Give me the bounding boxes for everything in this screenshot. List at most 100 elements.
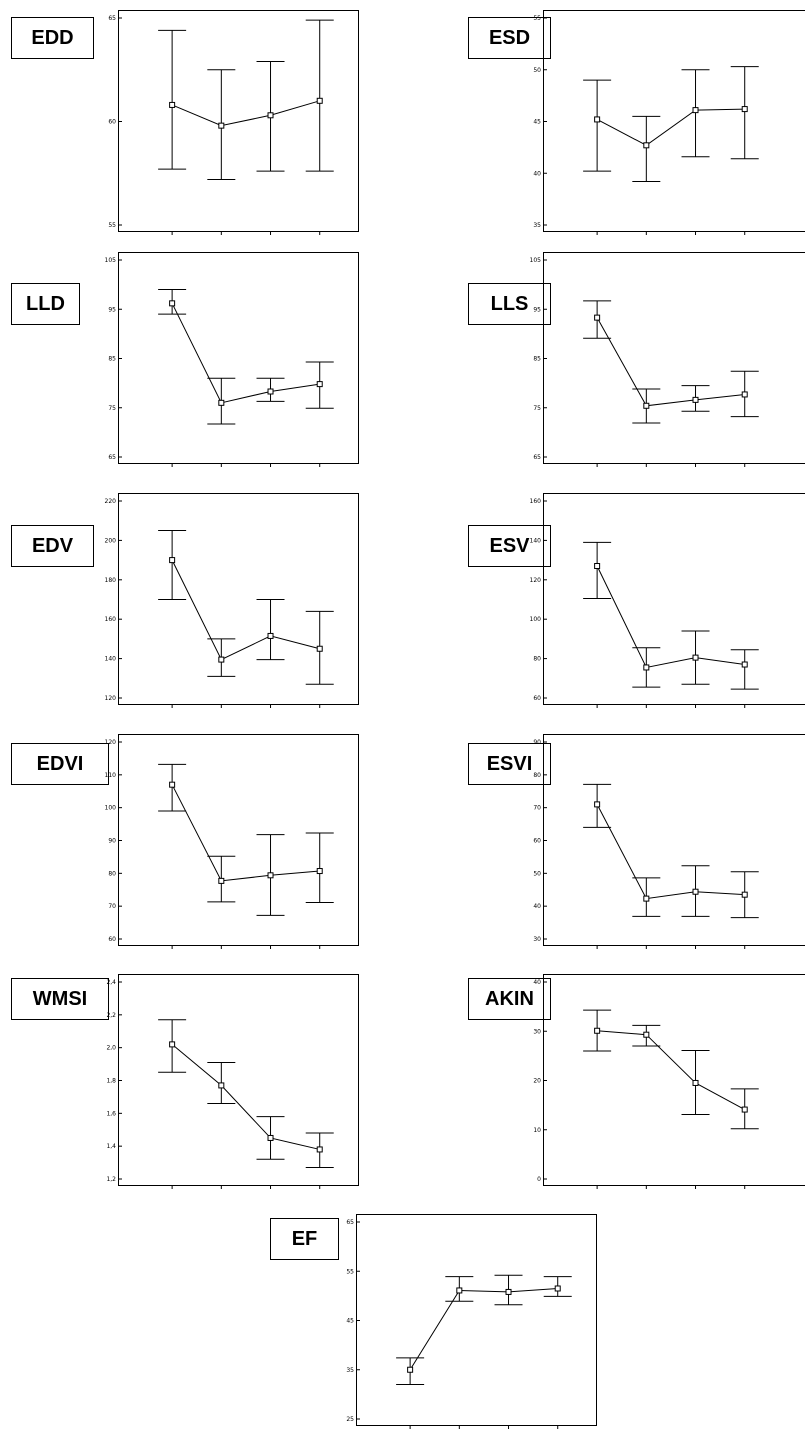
y-tick-label: 35 — [533, 222, 541, 229]
y-tick-label: 2,2 — [106, 1012, 116, 1019]
y-tick-label: 105 — [530, 257, 542, 264]
plot-frame — [544, 253, 805, 464]
plot-frame — [119, 735, 359, 946]
data-point — [595, 564, 600, 569]
y-tick-label: 120 — [105, 695, 117, 702]
y-tick-label: 50 — [533, 870, 541, 877]
y-tick-label: 90 — [108, 838, 116, 845]
y-tick-label: 1,4 — [106, 1143, 116, 1150]
data-point — [644, 665, 649, 670]
y-tick-label: 1,8 — [106, 1078, 116, 1085]
series-line — [172, 101, 320, 126]
y-tick-label: 75 — [108, 405, 116, 412]
y-tick-label: 120 — [530, 577, 542, 584]
y-tick-label: 80 — [533, 656, 541, 663]
y-tick-label: 100 — [530, 616, 542, 623]
data-point — [219, 400, 224, 405]
y-tick-label: 75 — [533, 405, 541, 412]
data-point — [457, 1288, 462, 1293]
data-point — [408, 1367, 413, 1372]
y-tick-label: 105 — [105, 257, 117, 264]
series-line — [172, 785, 320, 881]
y-tick-label: 180 — [105, 577, 117, 584]
data-point — [555, 1286, 560, 1291]
data-point — [170, 301, 175, 306]
error-bar — [158, 30, 186, 169]
edv-label: EDV — [11, 525, 94, 567]
y-tick-label: 90 — [533, 739, 541, 746]
error-bar — [583, 542, 611, 598]
y-tick-label: 80 — [533, 772, 541, 779]
y-tick-label: 160 — [105, 616, 117, 623]
y-tick-label: 60 — [533, 838, 541, 845]
error-bar — [158, 531, 186, 600]
error-bar — [731, 67, 759, 159]
data-point — [219, 657, 224, 662]
data-point — [317, 646, 322, 651]
data-point — [742, 107, 747, 112]
data-point — [595, 315, 600, 320]
error-bar — [682, 70, 710, 157]
y-tick-label: 140 — [530, 537, 542, 544]
data-point — [644, 896, 649, 901]
y-tick-label: 60 — [533, 695, 541, 702]
plot-frame — [544, 735, 805, 946]
data-point — [742, 892, 747, 897]
data-point — [742, 1107, 747, 1112]
plot-frame — [544, 494, 805, 705]
data-point — [170, 1042, 175, 1047]
data-point — [268, 1135, 273, 1140]
y-tick-label: 120 — [105, 739, 117, 746]
data-point — [644, 1032, 649, 1037]
plot-frame — [119, 975, 359, 1186]
series-line — [597, 804, 745, 898]
edd-label: EDD — [11, 17, 94, 59]
plot-frame — [119, 494, 359, 705]
y-tick-label: 1,2 — [106, 1176, 116, 1183]
y-tick-label: 85 — [533, 356, 541, 363]
esv-label: ESV — [468, 525, 551, 567]
y-tick-label: 55 — [533, 15, 541, 22]
y-tick-label: 200 — [105, 537, 117, 544]
lld-label: LLD — [11, 283, 80, 325]
data-point — [595, 1028, 600, 1033]
y-tick-label: 110 — [105, 772, 117, 779]
y-tick-label: 65 — [533, 454, 541, 461]
y-tick-label: 25 — [346, 1416, 354, 1423]
y-tick-label: 65 — [108, 15, 116, 22]
y-tick-label: 40 — [533, 979, 541, 986]
y-tick-label: 60 — [108, 119, 116, 126]
plot-frame — [119, 11, 359, 232]
data-point — [317, 1147, 322, 1152]
plot-frame — [119, 253, 359, 464]
data-point — [742, 662, 747, 667]
data-point — [219, 123, 224, 128]
data-point — [644, 143, 649, 148]
y-tick-label: 95 — [108, 306, 116, 313]
error-bar — [306, 20, 334, 171]
data-point — [219, 1083, 224, 1088]
data-point — [317, 869, 322, 874]
data-point — [170, 102, 175, 107]
series-line — [597, 109, 745, 145]
y-tick-label: 140 — [105, 656, 117, 663]
y-tick-label: 60 — [108, 936, 116, 943]
y-tick-label: 50 — [533, 67, 541, 74]
ef-label: EF — [270, 1218, 339, 1260]
y-tick-label: 55 — [346, 1268, 354, 1275]
y-tick-label: 1,6 — [106, 1110, 116, 1117]
data-point — [693, 655, 698, 660]
error-bar — [257, 600, 285, 660]
y-tick-label: 65 — [108, 454, 116, 461]
y-tick-label: 0 — [537, 1176, 541, 1183]
y-tick-label: 80 — [108, 870, 116, 877]
y-tick-label: 70 — [108, 903, 116, 910]
y-tick-label: 220 — [105, 498, 117, 505]
error-bar — [731, 650, 759, 689]
